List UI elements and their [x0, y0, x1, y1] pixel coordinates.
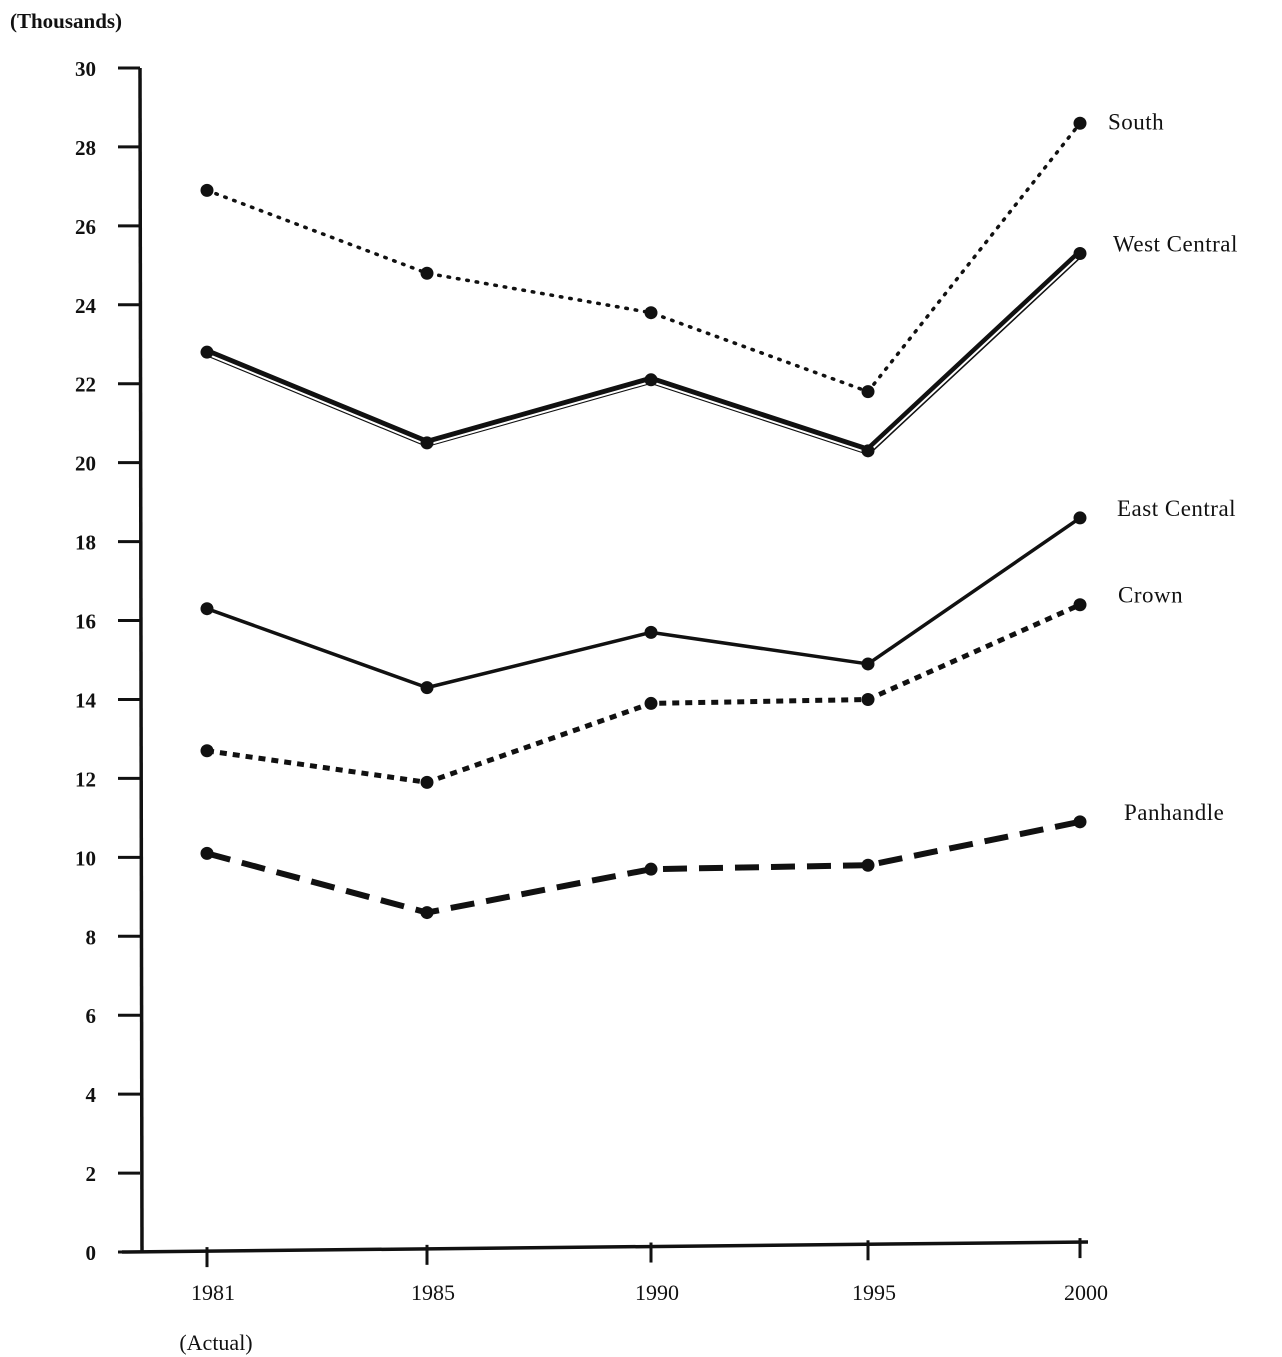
x-ticks: 1981 1985 1990 1995 2000 [191, 1238, 1108, 1305]
axes [121, 67, 1089, 1254]
y-tick-label: 24 [75, 294, 97, 318]
y-tick-label: 6 [86, 1004, 97, 1028]
series-group [200, 116, 1087, 920]
y-tick-label: 14 [75, 688, 97, 712]
series-line-crown [206, 602, 1082, 785]
y-tick-label: 16 [75, 610, 96, 634]
series-label-east-central: East Central [1117, 496, 1236, 521]
data-point-south-2000 [1073, 116, 1087, 130]
data-point-panhandle-1995 [861, 858, 875, 872]
data-point-panhandle-1990 [644, 862, 658, 876]
y-tick-label: 20 [75, 452, 96, 476]
data-point-panhandle-1985 [420, 906, 434, 920]
x-tick-label: 1985 [411, 1280, 455, 1305]
data-point-west-central-1995 [861, 444, 875, 458]
data-point-crown-2000 [1073, 598, 1087, 612]
series-line-west-central [205, 250, 1083, 455]
y-tick-label: 18 [75, 531, 96, 555]
data-point-east-central-1995 [861, 657, 875, 671]
data-point-panhandle-2000 [1073, 815, 1087, 829]
data-point-crown-1985 [420, 775, 434, 789]
y-tick-label: 26 [75, 215, 96, 239]
series-label-south: South [1108, 109, 1164, 134]
data-point-west-central-1985 [420, 436, 434, 450]
y-tick-label: 28 [75, 136, 96, 160]
y-unit-label: (Thousands) [10, 9, 122, 33]
y-tick-label: 0 [86, 1241, 97, 1265]
series-line-panhandle [206, 818, 1081, 916]
series-line-south [205, 121, 1082, 394]
series-line-gap-west-central [206, 254, 1081, 454]
x-tick-label: 1981 [191, 1280, 235, 1305]
y-tick-label: 22 [75, 373, 96, 397]
y-tick-label: 8 [86, 925, 97, 949]
data-point-west-central-1990 [644, 373, 658, 387]
data-point-east-central-1985 [420, 681, 434, 695]
data-point-south-1985 [420, 266, 434, 280]
x-tick-label: 1990 [635, 1280, 679, 1305]
data-point-west-central-1981 [200, 345, 214, 359]
data-point-east-central-1990 [644, 625, 658, 639]
x-tick-label: 2000 [1064, 1280, 1108, 1305]
data-point-crown-1990 [644, 696, 658, 710]
x-tick-label: 1995 [852, 1280, 896, 1305]
data-point-west-central-2000 [1073, 246, 1087, 260]
data-point-crown-1981 [200, 744, 214, 758]
y-tick-label: 2 [86, 1162, 97, 1186]
series-label-west-central: West Central [1113, 231, 1238, 256]
series-labels: South West Central East Central Crown Panhan… [1108, 109, 1238, 825]
x-sublabel: (Actual) [179, 1330, 252, 1355]
series-line-east-central [206, 516, 1081, 690]
series-label-crown: Crown [1118, 583, 1183, 608]
x-axis-line [121, 1240, 1089, 1254]
data-point-east-central-2000 [1073, 511, 1087, 525]
data-point-crown-1995 [861, 692, 875, 706]
data-point-panhandle-1981 [200, 846, 214, 860]
y-axis-line [138, 67, 144, 1253]
data-point-south-1995 [861, 385, 875, 399]
y-tick-label: 12 [75, 767, 96, 791]
y-tick-label: 30 [75, 57, 96, 81]
data-point-south-1981 [200, 183, 214, 197]
series-label-panhandle: Panhandle [1124, 800, 1224, 825]
y-tick-label: 4 [86, 1083, 97, 1107]
data-point-south-1990 [644, 306, 658, 320]
data-point-east-central-1981 [200, 602, 214, 616]
y-tick-label: 10 [75, 846, 96, 870]
